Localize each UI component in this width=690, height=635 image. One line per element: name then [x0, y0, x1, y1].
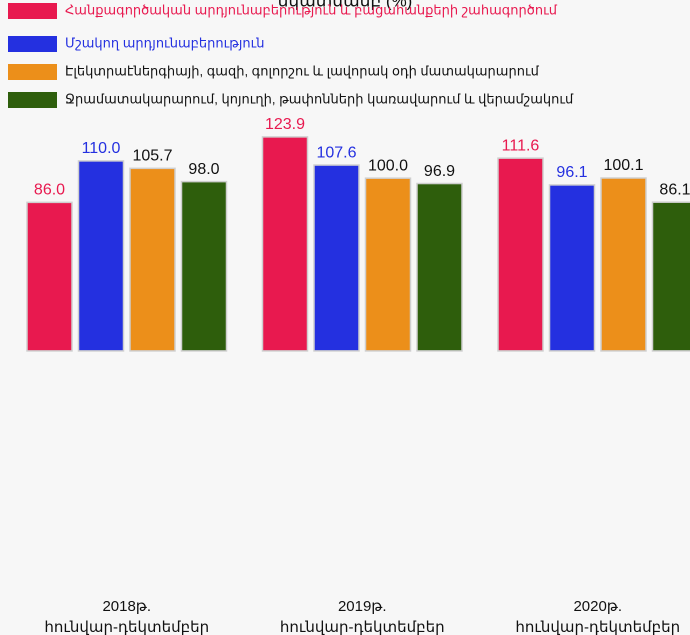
value-label: 105.7: [132, 148, 172, 165]
bar: [26, 201, 73, 352]
bar: [313, 164, 360, 352]
value-label: 107.6: [316, 144, 356, 161]
value-label: 123.9: [265, 116, 305, 133]
chart-title: նկատմամբ (%): [277, 0, 413, 10]
bar: [548, 184, 596, 352]
value-label: 86.1: [659, 181, 690, 198]
legend-swatch: [8, 36, 57, 52]
x-tick-label: 2020թ. հունվար-դեկտեմբեր: [515, 598, 680, 635]
value-label: 98.0: [188, 161, 219, 178]
legend-label: Հանքագործական արդյունաբերություն և բացահ…: [65, 2, 558, 17]
value-label: 100.1: [603, 157, 643, 174]
value-label: 96.9: [424, 163, 455, 180]
bar: [180, 180, 228, 352]
legend-swatch: [8, 92, 57, 108]
x-tick-label: 2018թ. հունվար-դեկտեմբեր: [44, 598, 209, 635]
value-label: 96.1: [556, 164, 587, 181]
bar: [600, 177, 647, 352]
value-label: 86.0: [34, 182, 65, 199]
bar: [651, 201, 690, 352]
legend-label: Էլեկտրաէներգիայի, գազի, գոլորշու և լավոր…: [65, 63, 540, 78]
legend-label: Ջրամատակարարում, կոյուղի, թափոնների կառա…: [65, 91, 574, 106]
bar: [416, 182, 463, 352]
value-label: 111.6: [502, 137, 540, 154]
value-label: 110.0: [82, 140, 121, 157]
bar: [364, 177, 412, 352]
x-tick-label: 2019թ. հունվար-դեկտեմբեր: [280, 598, 445, 635]
bar: [497, 157, 544, 352]
legend-label: Մշակող արդյունաբերություն: [65, 35, 264, 50]
bar: [129, 167, 176, 352]
bar: [77, 160, 125, 352]
bar: [261, 136, 309, 352]
value-label: 100.0: [368, 157, 408, 174]
legend-swatch: [8, 64, 57, 80]
legend-swatch: [8, 3, 57, 19]
